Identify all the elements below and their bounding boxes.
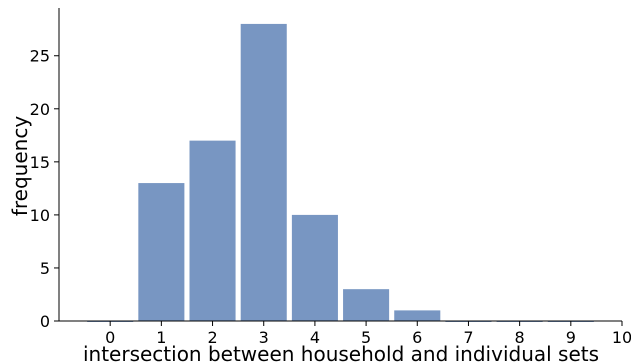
x-tick-label: 10 bbox=[612, 328, 631, 347]
y-tick-label: 20 bbox=[30, 100, 50, 119]
x-tick-label: 8 bbox=[515, 328, 525, 347]
y-tick-label: 25 bbox=[30, 47, 50, 66]
bar-2 bbox=[189, 140, 236, 321]
y-tick-label: 10 bbox=[30, 206, 50, 225]
y-tick-label: 5 bbox=[40, 259, 50, 278]
bars-group bbox=[87, 23, 594, 322]
x-tick-label: 9 bbox=[566, 328, 576, 347]
bar-5 bbox=[343, 289, 390, 321]
bar-1 bbox=[138, 183, 185, 321]
y-tick-label: 0 bbox=[40, 312, 50, 331]
bar-3 bbox=[240, 23, 287, 321]
x-tick-label: 6 bbox=[412, 328, 422, 347]
x-axis-label: intersection between household and indiv… bbox=[83, 342, 599, 364]
x-tick-label: 1 bbox=[156, 328, 166, 347]
x-tick-label: 7 bbox=[463, 328, 473, 347]
y-ticks-group: 0 5 10 15 20 25 bbox=[30, 47, 59, 331]
x-tick-label: 3 bbox=[259, 328, 269, 347]
x-tick-label: 2 bbox=[207, 328, 217, 347]
x-ticks-group: 0 1 2 3 4 5 6 7 8 9 10 bbox=[105, 321, 631, 347]
y-tick-label: 15 bbox=[30, 153, 50, 172]
x-tick-label: 0 bbox=[105, 328, 115, 347]
y-axis-label: frequency bbox=[8, 116, 32, 216]
x-tick-label: 4 bbox=[310, 328, 320, 347]
bar-6 bbox=[394, 310, 441, 321]
x-tick-label: 5 bbox=[361, 328, 371, 347]
bar-4 bbox=[291, 214, 338, 321]
